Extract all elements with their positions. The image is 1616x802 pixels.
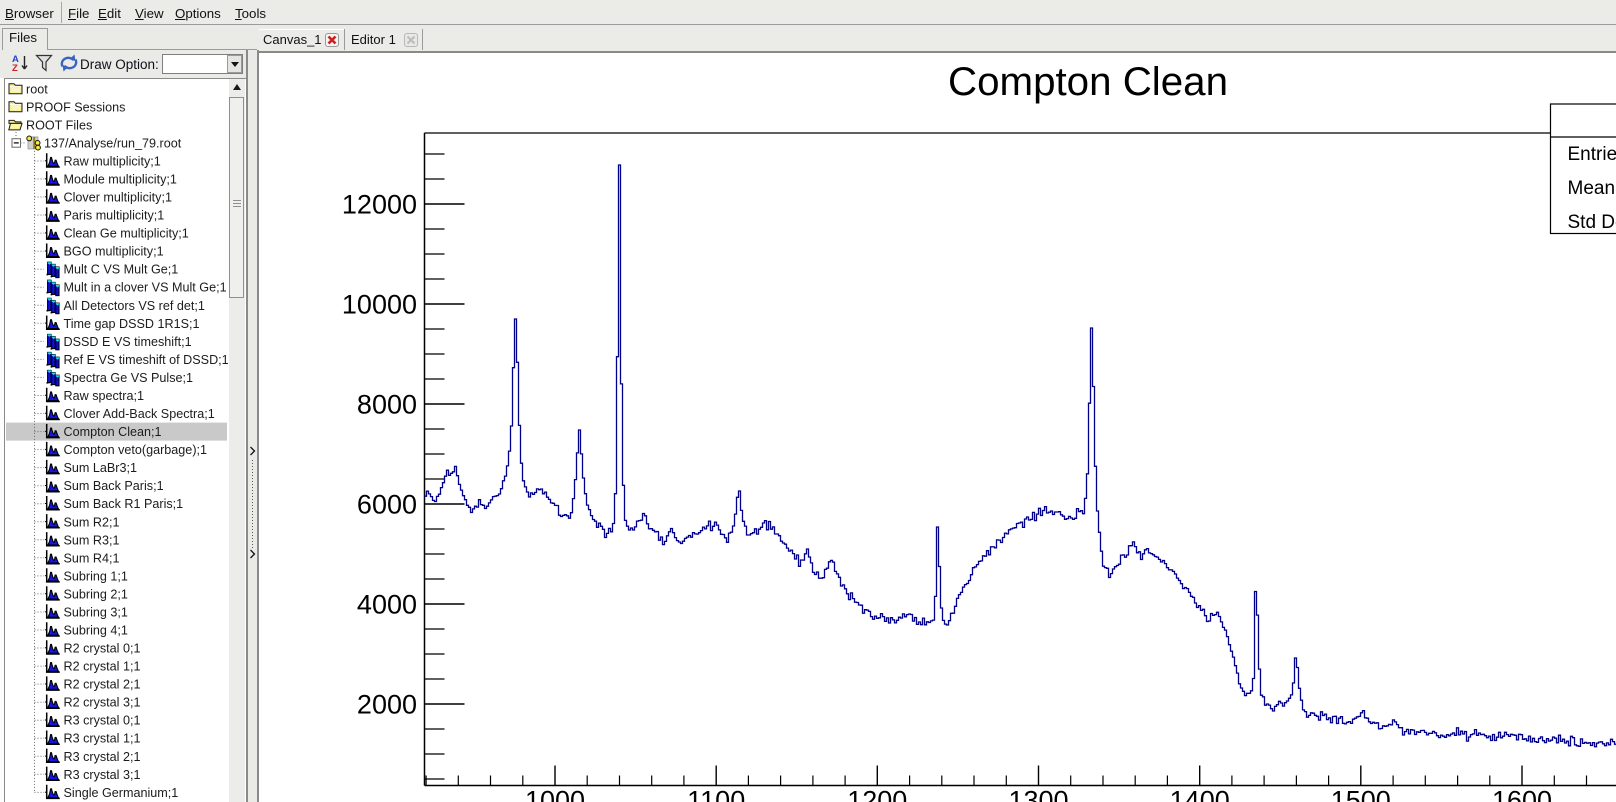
svg-text:Sum Back Paris;1: Sum Back Paris;1: [64, 479, 164, 493]
svg-text:2000: 2000: [357, 689, 417, 719]
svg-text:Mult in a clover VS Mult Ge;1: Mult in a clover VS Mult Ge;1: [64, 281, 227, 295]
svg-text:1200: 1200: [847, 786, 907, 802]
svg-text:Compton Clean: Compton Clean: [948, 59, 1228, 104]
svg-text:Sum R3;1: Sum R3;1: [64, 533, 120, 547]
svg-text:Subring 1;1: Subring 1;1: [64, 569, 128, 583]
svg-text:R3 crystal 2;1: R3 crystal 2;1: [64, 750, 141, 764]
svg-text:All Detectors VS ref det;1: All Detectors VS ref det;1: [64, 299, 205, 313]
svg-text:Module multiplicity;1: Module multiplicity;1: [64, 173, 177, 187]
svg-text:ROOT Files: ROOT Files: [26, 118, 92, 132]
svg-text:12000: 12000: [342, 189, 417, 219]
svg-text:8000: 8000: [357, 389, 417, 419]
svg-text:1400: 1400: [1170, 786, 1230, 802]
svg-text:Sum R2;1: Sum R2;1: [64, 515, 120, 529]
svg-text:1600: 1600: [1492, 786, 1552, 802]
svg-text:Entries: Entries: [1568, 144, 1616, 165]
svg-text:R2 crystal 0;1: R2 crystal 0;1: [64, 642, 141, 656]
svg-text:Sum R4;1: Sum R4;1: [64, 551, 120, 565]
svg-text:Mult C VS Mult Ge;1: Mult C VS Mult Ge;1: [64, 263, 179, 277]
svg-text:Paris multiplicity;1: Paris multiplicity;1: [64, 209, 165, 223]
svg-text:Raw multiplicity;1: Raw multiplicity;1: [64, 155, 161, 169]
svg-text:1500: 1500: [1331, 786, 1391, 802]
svg-text:1100: 1100: [687, 786, 745, 802]
svg-text:DSSD E VS timeshift;1: DSSD E VS timeshift;1: [64, 335, 192, 349]
svg-text:Raw spectra;1: Raw spectra;1: [64, 389, 145, 403]
svg-text:Subring 3;1: Subring 3;1: [64, 606, 128, 620]
svg-text:Spectra Ge VS Pulse;1: Spectra Ge VS Pulse;1: [64, 371, 194, 385]
svg-text:Std Dev: Std Dev: [1568, 212, 1616, 233]
svg-text:Mean: Mean: [1568, 178, 1616, 199]
svg-text:137/Analyse/run_79.root: 137/Analyse/run_79.root: [44, 136, 182, 150]
svg-text:Subring 2;1: Subring 2;1: [64, 587, 128, 601]
svg-text:Clean Ge multiplicity;1: Clean Ge multiplicity;1: [64, 227, 189, 241]
svg-text:4000: 4000: [357, 589, 417, 619]
svg-text:BGO multiplicity;1: BGO multiplicity;1: [64, 245, 164, 259]
svg-text:R3 crystal 0;1: R3 crystal 0;1: [64, 714, 141, 728]
svg-text:Z: Z: [12, 63, 18, 74]
svg-text:A: A: [12, 54, 19, 65]
svg-text:6000: 6000: [357, 489, 417, 519]
svg-text:Draw Option:: Draw Option:: [80, 57, 159, 72]
svg-text:Clover Add-Back Spectra;1: Clover Add-Back Spectra;1: [64, 407, 215, 421]
svg-text:R3 crystal 3;1: R3 crystal 3;1: [64, 768, 141, 782]
svg-text:Clover multiplicity;1: Clover multiplicity;1: [64, 191, 172, 205]
svg-text:Sum Back R1 Paris;1: Sum Back R1 Paris;1: [64, 497, 184, 511]
svg-text:Single Germanium;1: Single Germanium;1: [64, 786, 179, 800]
svg-text:root: root: [26, 82, 48, 96]
svg-text:Subring 4;1: Subring 4;1: [64, 624, 128, 638]
svg-text:R2 crystal 3;1: R2 crystal 3;1: [64, 696, 141, 710]
svg-text:Compton Clean;1: Compton Clean;1: [64, 425, 162, 439]
svg-text:Sum LaBr3;1: Sum LaBr3;1: [64, 461, 138, 475]
svg-text:R2 crystal 2;1: R2 crystal 2;1: [64, 678, 141, 692]
svg-text:R3 crystal 1;1: R3 crystal 1;1: [64, 732, 141, 746]
svg-text:10000: 10000: [342, 289, 417, 319]
svg-text:Time gap DSSD 1R1S;1: Time gap DSSD 1R1S;1: [64, 317, 200, 331]
svg-text:PROOF Sessions: PROOF Sessions: [26, 100, 125, 114]
svg-text:R2 crystal 1;1: R2 crystal 1;1: [64, 660, 141, 674]
svg-text:Compton veto(garbage);1: Compton veto(garbage);1: [64, 443, 208, 457]
svg-text:Ref E VS timeshift of DSSD;1: Ref E VS timeshift of DSSD;1: [64, 353, 229, 367]
svg-text:1300: 1300: [1008, 786, 1068, 802]
svg-text:1000: 1000: [525, 786, 585, 802]
